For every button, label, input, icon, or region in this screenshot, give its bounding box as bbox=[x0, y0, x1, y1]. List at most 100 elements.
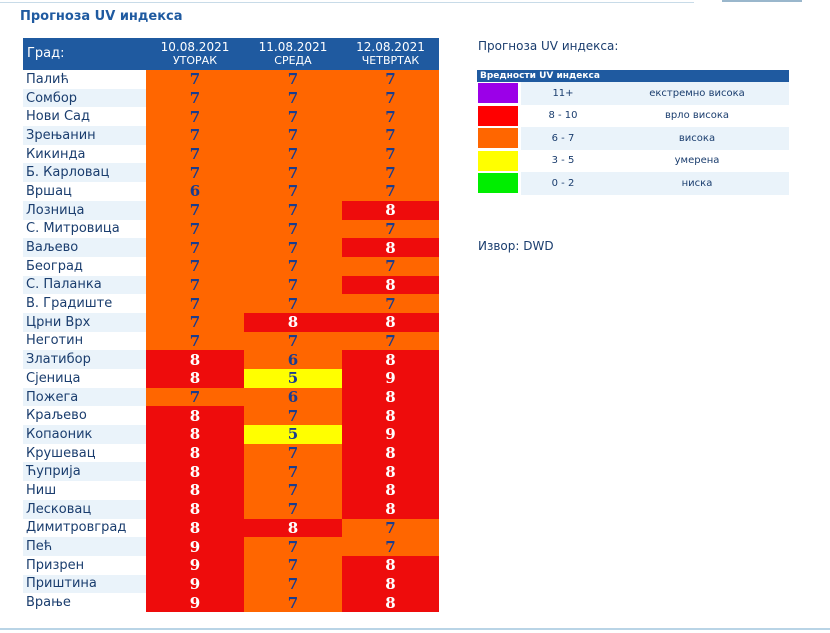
table-row: Приштина 9 7 8 bbox=[23, 574, 439, 594]
table-row: Призрен 9 7 8 bbox=[23, 555, 439, 575]
uv-value-cell: 7 bbox=[244, 70, 342, 89]
uv-value-cell: 8 bbox=[146, 369, 244, 388]
uv-value-cell: 8 bbox=[342, 462, 439, 482]
city-name: Приштина bbox=[23, 574, 146, 594]
legend-range: 3 - 5 bbox=[551, 155, 575, 167]
legend-color-swatch bbox=[478, 105, 518, 126]
uv-value-cell: 8 bbox=[146, 518, 244, 538]
uv-value-cell: 7 bbox=[146, 70, 244, 89]
uv-value-cell: 7 bbox=[244, 126, 342, 145]
uv-value-cell: 7 bbox=[244, 163, 342, 183]
day-name: ЧЕТВРТАК bbox=[361, 54, 420, 67]
city-name: Пећ bbox=[23, 537, 146, 556]
table-row: Сомбор 7 7 7 bbox=[23, 88, 439, 108]
legend-swatch-cell bbox=[477, 127, 521, 150]
uv-value-cell: 9 bbox=[342, 425, 439, 444]
uv-value-cell: 7 bbox=[342, 331, 439, 351]
legend-range: 11+ bbox=[521, 82, 605, 105]
uv-value-cell: 8 bbox=[342, 312, 439, 332]
legend-swatch-cell bbox=[477, 82, 521, 105]
uv-forecast-table: Град: 10.08.2021 УТОРАК 11.08.2021 СРЕДА… bbox=[23, 38, 439, 612]
uv-value-cell: 9 bbox=[146, 555, 244, 575]
uv-value-cell: 7 bbox=[146, 219, 244, 239]
uv-value-cell: 8 bbox=[342, 481, 439, 500]
city-name: Кикинда bbox=[23, 144, 146, 164]
uv-value-cell: 7 bbox=[342, 88, 439, 108]
uv-value-cell: 7 bbox=[244, 219, 342, 239]
uv-value-cell: 8 bbox=[146, 499, 244, 519]
legend-range: 0 - 2 bbox=[521, 172, 605, 195]
table-row: Зрењанин 7 7 7 bbox=[23, 126, 439, 145]
table-row: Димитровград 8 8 7 bbox=[23, 518, 439, 538]
city-name: Зрењанин bbox=[23, 126, 146, 145]
legend-range: 6 - 7 bbox=[521, 127, 605, 150]
legend-label: екстремно висока bbox=[605, 82, 789, 105]
uv-value-cell: 7 bbox=[244, 443, 342, 463]
uv-value-cell: 9 bbox=[146, 574, 244, 594]
legend-swatch-cell bbox=[477, 172, 521, 195]
uv-value-cell: 7 bbox=[342, 163, 439, 183]
legend-color-swatch bbox=[478, 83, 518, 104]
day-name: УТОРАК bbox=[172, 54, 218, 67]
uv-value-cell: 7 bbox=[342, 70, 439, 89]
uv-value-cell: 7 bbox=[342, 537, 439, 556]
day-column-header: 10.08.2021 УТОРАК bbox=[146, 38, 244, 70]
table-row: Црни Врх 7 8 8 bbox=[23, 312, 439, 332]
table-row: Ваљево 7 7 8 bbox=[23, 238, 439, 257]
uv-value-cell: 7 bbox=[244, 406, 342, 426]
uv-value-cell: 7 bbox=[146, 126, 244, 145]
table-row: Ћуприја 8 7 8 bbox=[23, 462, 439, 482]
table-row: Лозница 7 7 8 bbox=[23, 200, 439, 220]
uv-value-cell: 8 bbox=[244, 312, 342, 332]
city-name: Краљево bbox=[23, 406, 146, 426]
uv-value-cell: 7 bbox=[244, 537, 342, 556]
legend-label: умерена bbox=[674, 155, 720, 167]
legend-row: 8 - 10 врло висока bbox=[477, 105, 789, 128]
uv-value-cell: 8 bbox=[146, 350, 244, 369]
table-row: Палић 7 7 7 bbox=[23, 70, 439, 89]
uv-value-cell: 7 bbox=[146, 387, 244, 407]
uv-value-cell: 7 bbox=[342, 126, 439, 145]
uv-value-cell: 7 bbox=[244, 182, 342, 201]
table-row: Нови Сад 7 7 7 bbox=[23, 107, 439, 127]
uv-value-cell: 7 bbox=[244, 499, 342, 519]
legend-color-swatch bbox=[478, 128, 518, 149]
table-row: Б. Карловац 7 7 7 bbox=[23, 163, 439, 183]
city-name: Црни Врх bbox=[23, 312, 146, 332]
legend-label: врло висока bbox=[664, 110, 730, 122]
uv-value-cell: 8 bbox=[342, 593, 439, 612]
uv-value-cell: 8 bbox=[146, 406, 244, 426]
uv-value-cell: 7 bbox=[342, 107, 439, 127]
uv-table-body: Палић 7 7 7 Сомбор 7 7 7 Нови Сад 7 7 7 Зрењанин 7 7 7 К… bbox=[23, 70, 439, 612]
table-row: Копаоник 8 5 9 bbox=[23, 425, 439, 444]
table-row: Краљево 8 7 8 bbox=[23, 406, 439, 426]
uv-value-cell: 9 bbox=[342, 369, 439, 388]
uv-value-cell: 8 bbox=[146, 425, 244, 444]
uv-value-cell: 7 bbox=[244, 481, 342, 500]
uv-value-cell: 8 bbox=[342, 275, 439, 295]
city-name: Сомбор bbox=[23, 88, 146, 108]
city-name: Златибор bbox=[23, 350, 146, 369]
uv-value-cell: 8 bbox=[146, 481, 244, 500]
uv-value-cell: 8 bbox=[146, 443, 244, 463]
uv-value-cell: 7 bbox=[244, 294, 342, 313]
uv-value-cell: 8 bbox=[342, 350, 439, 369]
uv-value-cell: 6 bbox=[244, 387, 342, 407]
top-divider bbox=[0, 2, 694, 3]
uv-value-cell: 7 bbox=[146, 331, 244, 351]
day-name: СРЕДА bbox=[274, 54, 312, 67]
uv-value-cell: 7 bbox=[244, 256, 342, 276]
uv-value-cell: 7 bbox=[146, 256, 244, 276]
uv-value-cell: 9 bbox=[146, 593, 244, 612]
day-column-header: 11.08.2021 СРЕДА bbox=[244, 38, 342, 70]
city-name: Вршац bbox=[23, 182, 146, 201]
legend-row: 11+ екстремно висока bbox=[477, 82, 789, 105]
uv-value-cell: 8 bbox=[342, 555, 439, 575]
uv-value-cell: 8 bbox=[342, 406, 439, 426]
legend-row: 3 - 5 умерена bbox=[477, 150, 789, 173]
uv-value-cell: 7 bbox=[146, 312, 244, 332]
uv-legend-table: Вредности UV индекса 11+ екстремно висока… bbox=[477, 70, 789, 195]
city-name: В. Градиште bbox=[23, 294, 146, 313]
city-name: Лесковац bbox=[23, 499, 146, 519]
table-row: Неготин 7 7 7 bbox=[23, 331, 439, 351]
